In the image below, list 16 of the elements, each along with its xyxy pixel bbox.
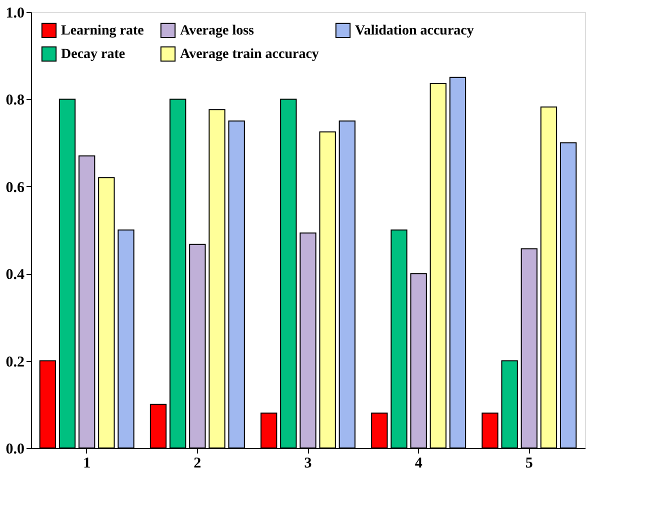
legend-label: Average train accuracy bbox=[180, 47, 319, 62]
y-tick-label: 0.2 bbox=[6, 354, 24, 370]
x-tick-label: 1 bbox=[83, 456, 91, 472]
legend-label: Validation accuracy bbox=[355, 23, 474, 38]
legend-label: Decay rate bbox=[61, 47, 126, 62]
legend-label: Learning rate bbox=[61, 23, 144, 38]
y-tick-label: 0.6 bbox=[6, 180, 25, 196]
y-tick-label: 1.0 bbox=[6, 6, 24, 22]
x-tick-label: 4 bbox=[414, 456, 423, 472]
x-tick-label: 2 bbox=[194, 456, 202, 472]
x-tick-label: 5 bbox=[525, 456, 533, 472]
y-tick-label: 0.8 bbox=[6, 92, 24, 109]
x-tick-label: 3 bbox=[304, 456, 312, 472]
y-tick-label: 0.4 bbox=[6, 267, 25, 284]
legend-label: Average loss bbox=[180, 23, 255, 38]
y-tick-label: 0.0 bbox=[6, 442, 24, 458]
